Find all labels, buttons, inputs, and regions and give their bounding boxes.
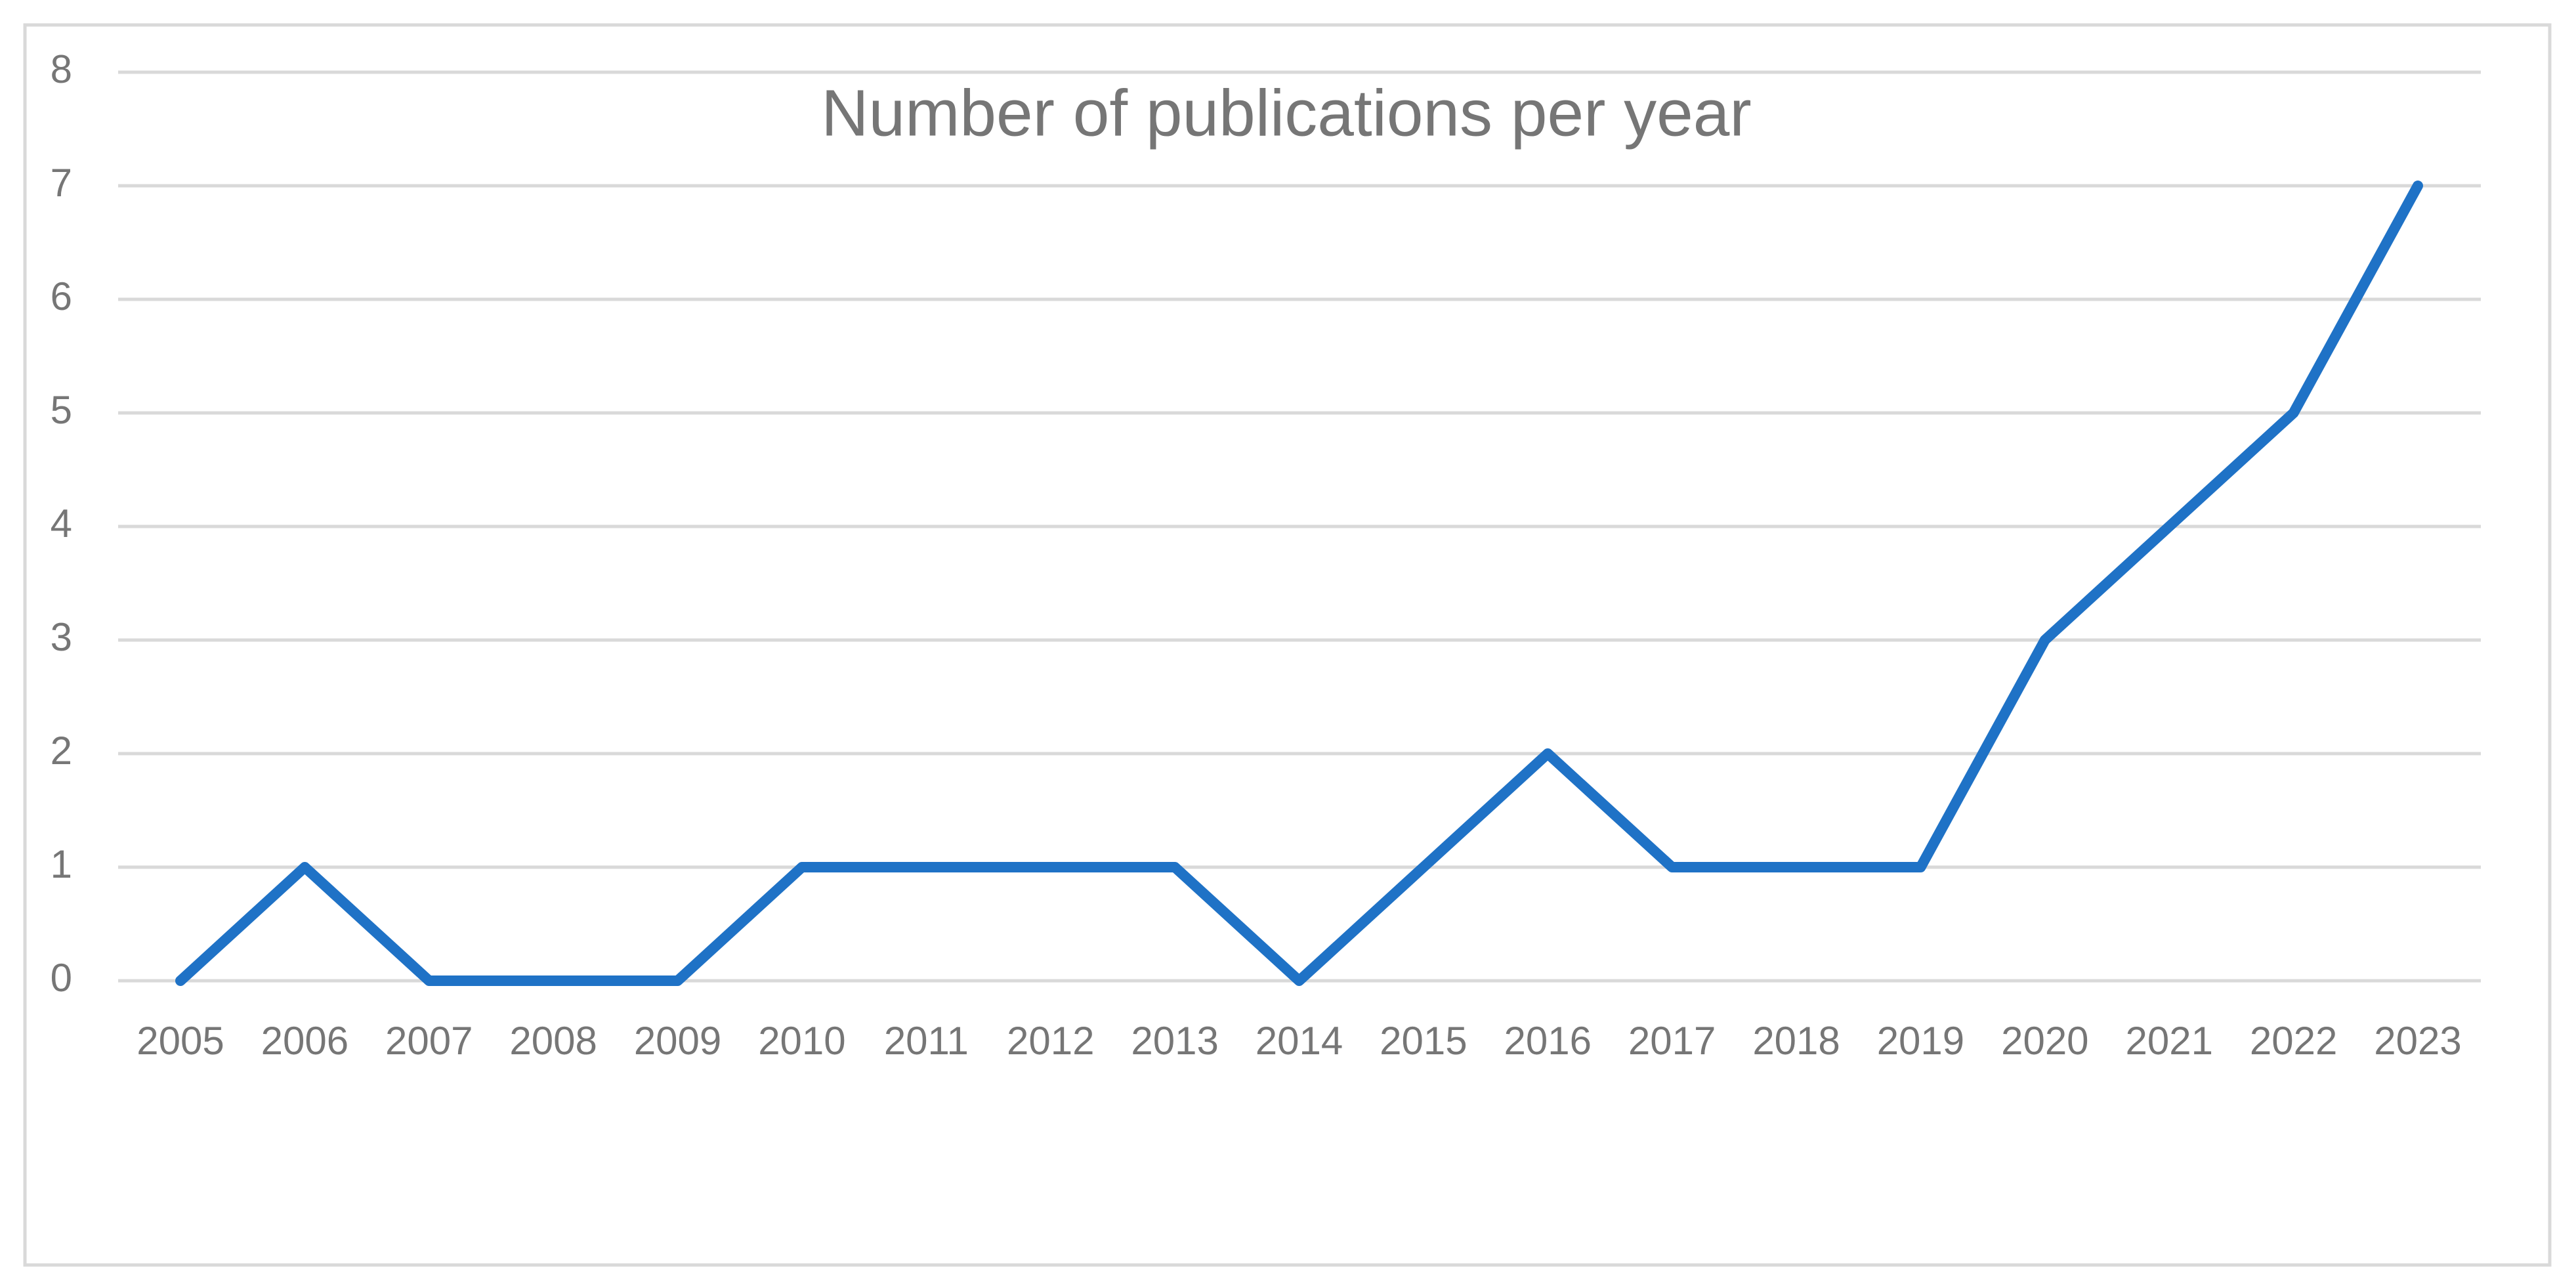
x-tick-label: 2020 bbox=[2001, 1019, 2088, 1063]
chart-title: Number of publications per year bbox=[821, 76, 1751, 150]
x-tick-label: 2015 bbox=[1380, 1019, 1467, 1063]
x-tick-label: 2013 bbox=[1131, 1019, 1218, 1063]
y-tick-label: 7 bbox=[51, 161, 72, 205]
x-tick-label: 2011 bbox=[884, 1019, 969, 1063]
x-tick-label: 2010 bbox=[758, 1019, 845, 1063]
x-tick-label: 2021 bbox=[2125, 1019, 2212, 1063]
chart-border bbox=[23, 23, 2552, 1267]
x-tick-label: 2023 bbox=[2374, 1019, 2461, 1063]
y-tick-label: 5 bbox=[51, 388, 72, 432]
y-tick-label: 4 bbox=[51, 502, 72, 546]
y-tick-label: 3 bbox=[51, 615, 72, 659]
x-tick-label: 2019 bbox=[1877, 1019, 1964, 1063]
x-tick-label: 2008 bbox=[509, 1019, 597, 1063]
y-tick-label: 0 bbox=[51, 956, 72, 1000]
x-tick-label: 2007 bbox=[385, 1019, 473, 1063]
x-tick-label: 2022 bbox=[2250, 1019, 2337, 1063]
y-tick-label: 2 bbox=[51, 729, 72, 773]
data-line bbox=[175, 181, 2423, 986]
y-tick-label: 8 bbox=[51, 47, 72, 91]
y-tick-label: 6 bbox=[51, 274, 72, 318]
x-tick-label: 2005 bbox=[137, 1019, 224, 1063]
x-tick-label: 2014 bbox=[1256, 1019, 1343, 1063]
x-tick-label: 2012 bbox=[1007, 1019, 1094, 1063]
x-tick-label: 2017 bbox=[1628, 1019, 1716, 1063]
x-tick-label: 2009 bbox=[634, 1019, 721, 1063]
y-tick-label: 1 bbox=[51, 842, 72, 886]
x-tick-label: 2016 bbox=[1504, 1019, 1592, 1063]
x-tick-label: 2018 bbox=[1752, 1019, 1840, 1063]
x-tick-label: 2006 bbox=[261, 1019, 348, 1063]
